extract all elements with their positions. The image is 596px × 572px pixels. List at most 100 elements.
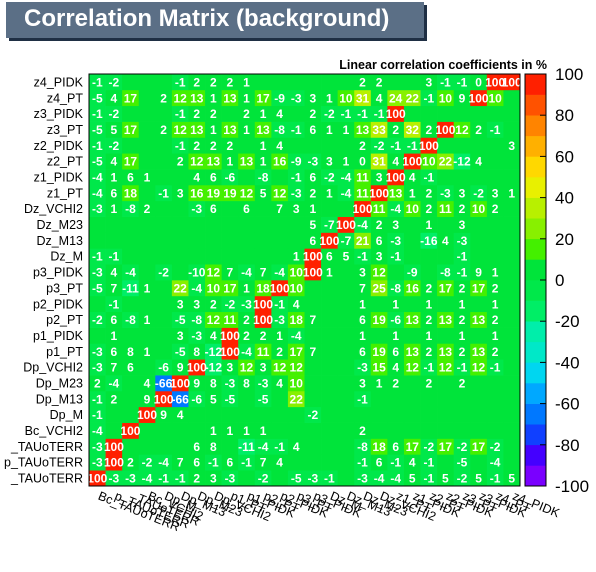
cell-value-label: 19 (372, 345, 386, 359)
color-scale-band (525, 444, 546, 466)
heatmap-cell (105, 438, 123, 455)
heatmap-cell (370, 359, 388, 376)
heatmap-cell (105, 406, 123, 423)
cell-value-label: 1 (425, 297, 432, 311)
cell-value-label: 6 (309, 171, 316, 185)
color-scale-tick-label: -40 (555, 353, 580, 372)
heatmap-cell (138, 121, 156, 138)
heatmap-cell (437, 153, 455, 170)
heatmap-cell (321, 264, 339, 281)
heatmap-cell (155, 454, 173, 471)
heatmap-cell (238, 470, 256, 487)
heatmap-cell (354, 137, 372, 154)
heatmap-cell (437, 343, 455, 360)
cell-value-label: 2 (276, 345, 283, 359)
cell-value-label: 1 (309, 202, 316, 216)
heatmap-cell (304, 454, 322, 471)
heatmap-cell (188, 295, 206, 313)
color-scale-tick-label: -80 (555, 436, 580, 455)
heatmap-cell (205, 438, 222, 455)
cell-value-label: 17 (124, 91, 138, 105)
cell-value-label: -1 (490, 472, 501, 486)
heatmap-cell (155, 438, 173, 455)
heatmap-cell (354, 390, 372, 408)
cell-value-label: -4 (125, 266, 136, 280)
heatmap-cell (337, 169, 355, 186)
heatmap-cell (171, 280, 189, 297)
cell-value-label: 12 (207, 266, 221, 280)
heatmap-cell (403, 422, 421, 439)
cell-value-label: 2 (193, 75, 200, 89)
cell-value-label: 2 (425, 345, 432, 359)
cell-value-label: 18 (372, 440, 386, 454)
heatmap-cell (420, 295, 438, 313)
heatmap-cell (403, 232, 421, 249)
cell-value-label: 13 (472, 313, 486, 327)
heatmap-cell (271, 406, 289, 423)
heatmap-cell (403, 295, 421, 313)
cell-value-label: 5 (111, 123, 118, 137)
cell-value-label: -3 (357, 361, 368, 375)
heatmap-cell (420, 89, 438, 107)
heatmap-cell (470, 454, 488, 471)
cell-value-label: 100 (303, 266, 323, 280)
cell-value-label: 6 (111, 186, 118, 200)
cell-value-label: 1 (276, 329, 283, 343)
heatmap-cell (188, 470, 206, 487)
heatmap-cell (188, 280, 206, 297)
cell-value-label: -3 (92, 345, 103, 359)
heatmap-cell (437, 184, 455, 202)
heatmap-cell (503, 216, 521, 233)
heatmap-cell (486, 121, 504, 138)
heatmap-cell (254, 454, 272, 471)
heatmap-cell (287, 74, 305, 91)
heatmap-cell (470, 311, 488, 328)
heatmap-cell (89, 200, 106, 217)
heatmap-cell (221, 438, 239, 455)
heatmap-cell (453, 295, 471, 313)
heatmap-cell (321, 248, 339, 265)
cell-value-label: 100 (502, 75, 522, 89)
cell-value-label: -4 (241, 345, 252, 359)
heatmap-cell (453, 422, 471, 439)
y-tick-label: p2_PT (46, 313, 83, 327)
heatmap-cell (337, 121, 355, 138)
heatmap-cell (437, 264, 455, 281)
heatmap-cell (370, 454, 388, 471)
heatmap-cell (503, 390, 521, 408)
cell-value-label: 1 (260, 155, 267, 169)
heatmap-cell (304, 121, 322, 138)
heatmap-cell (188, 184, 206, 202)
heatmap-cell (221, 216, 239, 233)
heatmap-cell (188, 74, 206, 91)
cell-value-label: 1 (492, 297, 499, 311)
cell-value-label: -1 (457, 250, 468, 264)
cell-value-label: -6 (225, 171, 236, 185)
cell-value-label: 22 (439, 155, 453, 169)
heatmap-cell (188, 264, 206, 281)
cell-value-label: 100 (220, 345, 240, 359)
heatmap-cell (403, 200, 421, 217)
heatmap-cell (304, 153, 322, 170)
cell-value-label: -2 (225, 297, 236, 311)
heatmap-cell (238, 280, 256, 297)
heatmap-cell (337, 327, 355, 344)
heatmap-cell (205, 105, 222, 122)
heatmap-cell (370, 105, 388, 122)
heatmap-cell (370, 311, 388, 328)
heatmap-cell (155, 359, 173, 376)
cell-value-label: 4 (193, 171, 200, 185)
cell-value-label: -4 (490, 456, 501, 470)
color-scale-band (525, 383, 546, 404)
cell-value-label: 6 (326, 250, 333, 264)
heatmap-cell (254, 137, 272, 154)
cell-value-label: 1 (459, 297, 466, 311)
heatmap-cell (337, 454, 355, 471)
cell-value-label: -66 (155, 377, 173, 391)
heatmap-cell (171, 422, 189, 439)
heatmap-cell (271, 295, 289, 313)
heatmap-cell (437, 454, 455, 471)
heatmap-cell (188, 105, 206, 122)
cell-value-label: -9 (274, 91, 285, 105)
heatmap-cell (238, 264, 256, 281)
